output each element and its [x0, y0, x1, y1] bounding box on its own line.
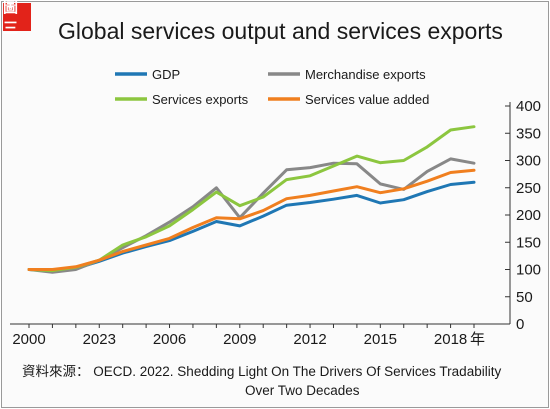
x-tick-label: 2000 [12, 331, 45, 348]
source-line-1: 資料來源： OECD. 2022. Shedding Light On The … [22, 362, 501, 381]
y-tick-label: 250 [516, 180, 541, 197]
x-tick-label: 2018 [434, 331, 467, 348]
source-line-2: Over Two Decades [245, 383, 360, 398]
x-axis-unit: 年 [470, 331, 485, 348]
legend-label-services-exports: Services exports [152, 92, 249, 107]
chart-legend: GDP Merchandise exports Services exports… [115, 67, 429, 107]
x-tick-label: 2006 [153, 331, 186, 348]
x-tick-label: 2012 [293, 331, 326, 348]
source-citation: OECD. 2022. Shedding Light On The Driver… [93, 364, 502, 379]
y-tick-label: 50 [516, 289, 533, 306]
legend-label-gdp: GDP [152, 67, 180, 82]
series-line-services-value-added [27, 168, 476, 271]
chart-title: Global services output and services expo… [58, 18, 503, 44]
y-tick-label: 150 [516, 234, 541, 251]
x-tick-label: 2009 [223, 331, 256, 348]
y-tick-label: 350 [516, 125, 541, 142]
source-prefix: 資料來源： [22, 364, 90, 379]
y-tick-label: 400 [516, 98, 541, 115]
legend-label-value-added: Services value added [305, 92, 429, 107]
series-line-gdp [27, 180, 476, 273]
y-tick-label: 200 [516, 207, 541, 224]
y-tick-label: 100 [516, 262, 541, 279]
chart-axes: 0 50 100 150 200 250 300 350 400 2000 2023 2006 2009… [10, 98, 541, 348]
chart-series [27, 125, 476, 274]
legend-label-merchandise: Merchandise exports [305, 67, 426, 82]
x-tick-label: 2023 [83, 331, 116, 348]
y-tick-label: 0 [516, 316, 524, 333]
x-tick-label: 2015 [364, 331, 397, 348]
y-tick-label: 300 [516, 153, 541, 170]
